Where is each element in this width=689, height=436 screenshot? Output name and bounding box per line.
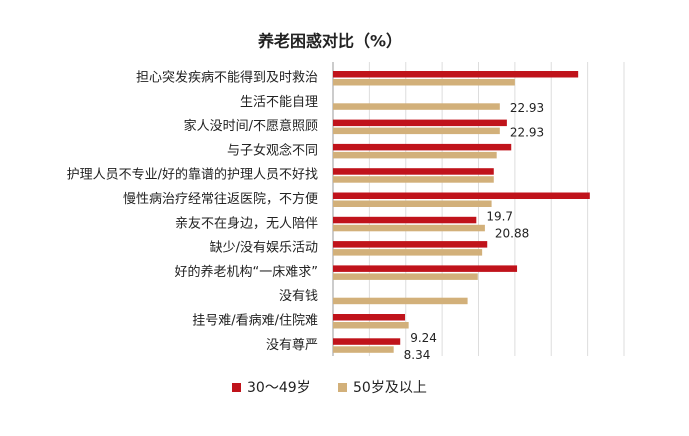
y-tick-label: 护理人员不专业/好的靠谱的护理人员不好找 [67, 167, 318, 183]
bar [333, 103, 500, 110]
y-tick-label: 慢性病治疗经常往返医院，不方便 [123, 191, 318, 207]
bar [333, 346, 394, 353]
y-tick-label: 与子女观念不同 [227, 142, 318, 158]
y-tick-label: 缺少/没有娱乐活动 [210, 241, 318, 256]
y-tick-label: 没有钱 [279, 289, 318, 304]
bar [333, 265, 518, 272]
bar [333, 176, 494, 183]
bar [333, 119, 507, 127]
bar [333, 143, 512, 151]
value-label: 22.93 [510, 101, 544, 115]
chart-title: 养老困惑对比（%） [257, 32, 402, 51]
y-tick-label: 担心突发疾病不能得到及时救治 [136, 70, 318, 86]
value-label: 20.88 [495, 227, 529, 241]
bar [333, 297, 468, 305]
value-label: 19.7 [486, 210, 513, 224]
bar [333, 151, 497, 159]
bar [333, 192, 590, 199]
value-label: 9.24 [410, 331, 437, 345]
y-tick-label: 生活不能自理 [240, 95, 318, 110]
legend-swatch [338, 383, 347, 392]
y-tick-label: 没有尊严 [266, 337, 318, 353]
y-tick-label: 好的养老机构“一床难求” [175, 264, 318, 280]
bar [333, 79, 515, 86]
legend-swatch [232, 383, 241, 392]
bar [333, 314, 406, 321]
bar [333, 322, 409, 329]
bar [333, 168, 494, 175]
y-tick-label: 挂号难/看病难/住院难 [192, 313, 318, 329]
bar [333, 338, 401, 345]
y-tick-label: 家人没时间/不愿意照顾 [184, 118, 318, 134]
value-label: 8.34 [404, 348, 431, 362]
bar [333, 200, 492, 207]
bar [333, 273, 478, 280]
bar [333, 224, 485, 232]
legend-label: 30～49岁 [247, 380, 311, 396]
bar [333, 71, 579, 78]
bar [333, 127, 500, 135]
legend-label: 50岁及以上 [353, 380, 427, 396]
bar [333, 249, 483, 256]
bar [333, 216, 477, 224]
bar [333, 241, 488, 248]
y-tick-label: 亲友不在身边，无人陪伴 [175, 215, 318, 231]
value-label: 22.93 [510, 125, 544, 139]
